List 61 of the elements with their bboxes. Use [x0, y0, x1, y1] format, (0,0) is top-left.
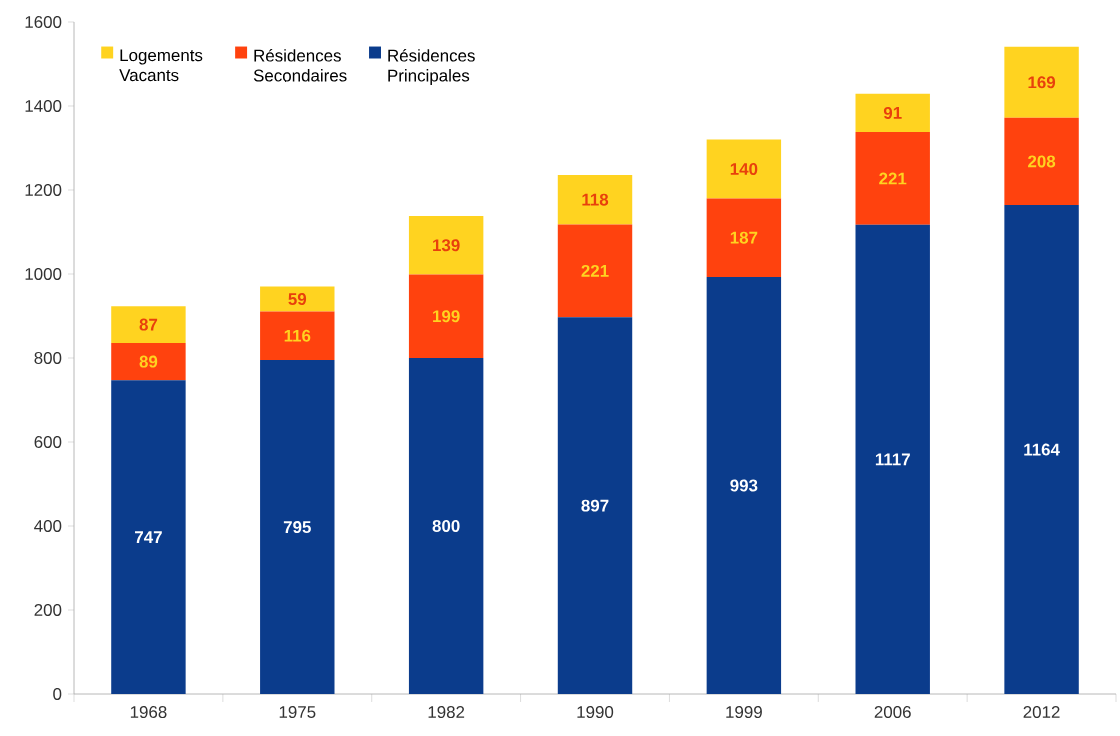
y-tick-label: 1200	[25, 184, 62, 196]
data-label: 187	[730, 231, 758, 244]
data-label: 59	[288, 293, 307, 305]
legend-label: Résidences Principales	[388, 49, 475, 85]
data-label: 747	[135, 531, 162, 543]
x-tick-label: 2006	[874, 706, 911, 718]
y-tick-label: 400	[34, 520, 62, 532]
data-label: 993	[730, 479, 758, 492]
bar	[408, 216, 484, 275]
x-tick-label: 2012	[1023, 706, 1060, 718]
bar	[260, 311, 335, 361]
bar	[557, 224, 633, 318]
y-tick-label: 1400	[25, 100, 62, 112]
bar	[1004, 205, 1079, 694]
data-label: 221	[581, 264, 609, 277]
x-tick-label: 1990	[577, 706, 614, 718]
legend-label: Résidences Secondaires	[253, 49, 347, 82]
bar	[260, 286, 335, 312]
data-label: 116	[284, 329, 311, 342]
data-label: 140	[730, 163, 758, 175]
data-label: 221	[879, 172, 907, 185]
bar	[706, 276, 782, 694]
bar	[111, 306, 186, 343]
x-tick-label: 1975	[279, 706, 316, 718]
bar	[1004, 46, 1079, 118]
bar	[1004, 117, 1079, 206]
data-label: 139	[433, 239, 460, 252]
data-label: 1164	[1024, 443, 1060, 456]
bar	[855, 132, 930, 225]
y-tick-label: 1600	[25, 16, 62, 28]
x-tick-label: 1968	[130, 706, 167, 718]
data-label: 89	[139, 355, 158, 368]
bar	[111, 380, 186, 694]
y-tick-label: 200	[34, 604, 62, 616]
y-tick-label: 600	[34, 436, 62, 448]
data-label: 118	[582, 193, 609, 206]
y-tick-label: 800	[34, 352, 62, 364]
bar	[557, 317, 633, 694]
bar	[557, 174, 633, 225]
bar	[706, 139, 782, 199]
x-tick-label: 1982	[428, 706, 465, 718]
y-tick-label: 1000	[25, 268, 62, 280]
bar	[855, 224, 930, 694]
bar	[855, 93, 930, 133]
data-label: 897	[581, 499, 609, 512]
bar	[111, 342, 186, 381]
data-label: 795	[283, 521, 311, 534]
legend-label: Logements Vacants	[119, 49, 203, 82]
data-label: 1117	[875, 453, 910, 466]
data-label: 800	[432, 520, 460, 532]
data-label: 91	[883, 106, 902, 119]
data-label: 87	[139, 318, 158, 331]
data-label: 208	[1028, 155, 1056, 168]
data-label: 169	[1028, 76, 1056, 89]
y-tick-label: 0	[53, 688, 62, 700]
bar	[706, 198, 782, 277]
bar	[260, 360, 335, 694]
x-tick-label: 1999	[726, 706, 762, 718]
bar	[408, 274, 484, 358]
data-label: 199	[433, 310, 460, 323]
bar	[408, 358, 484, 694]
